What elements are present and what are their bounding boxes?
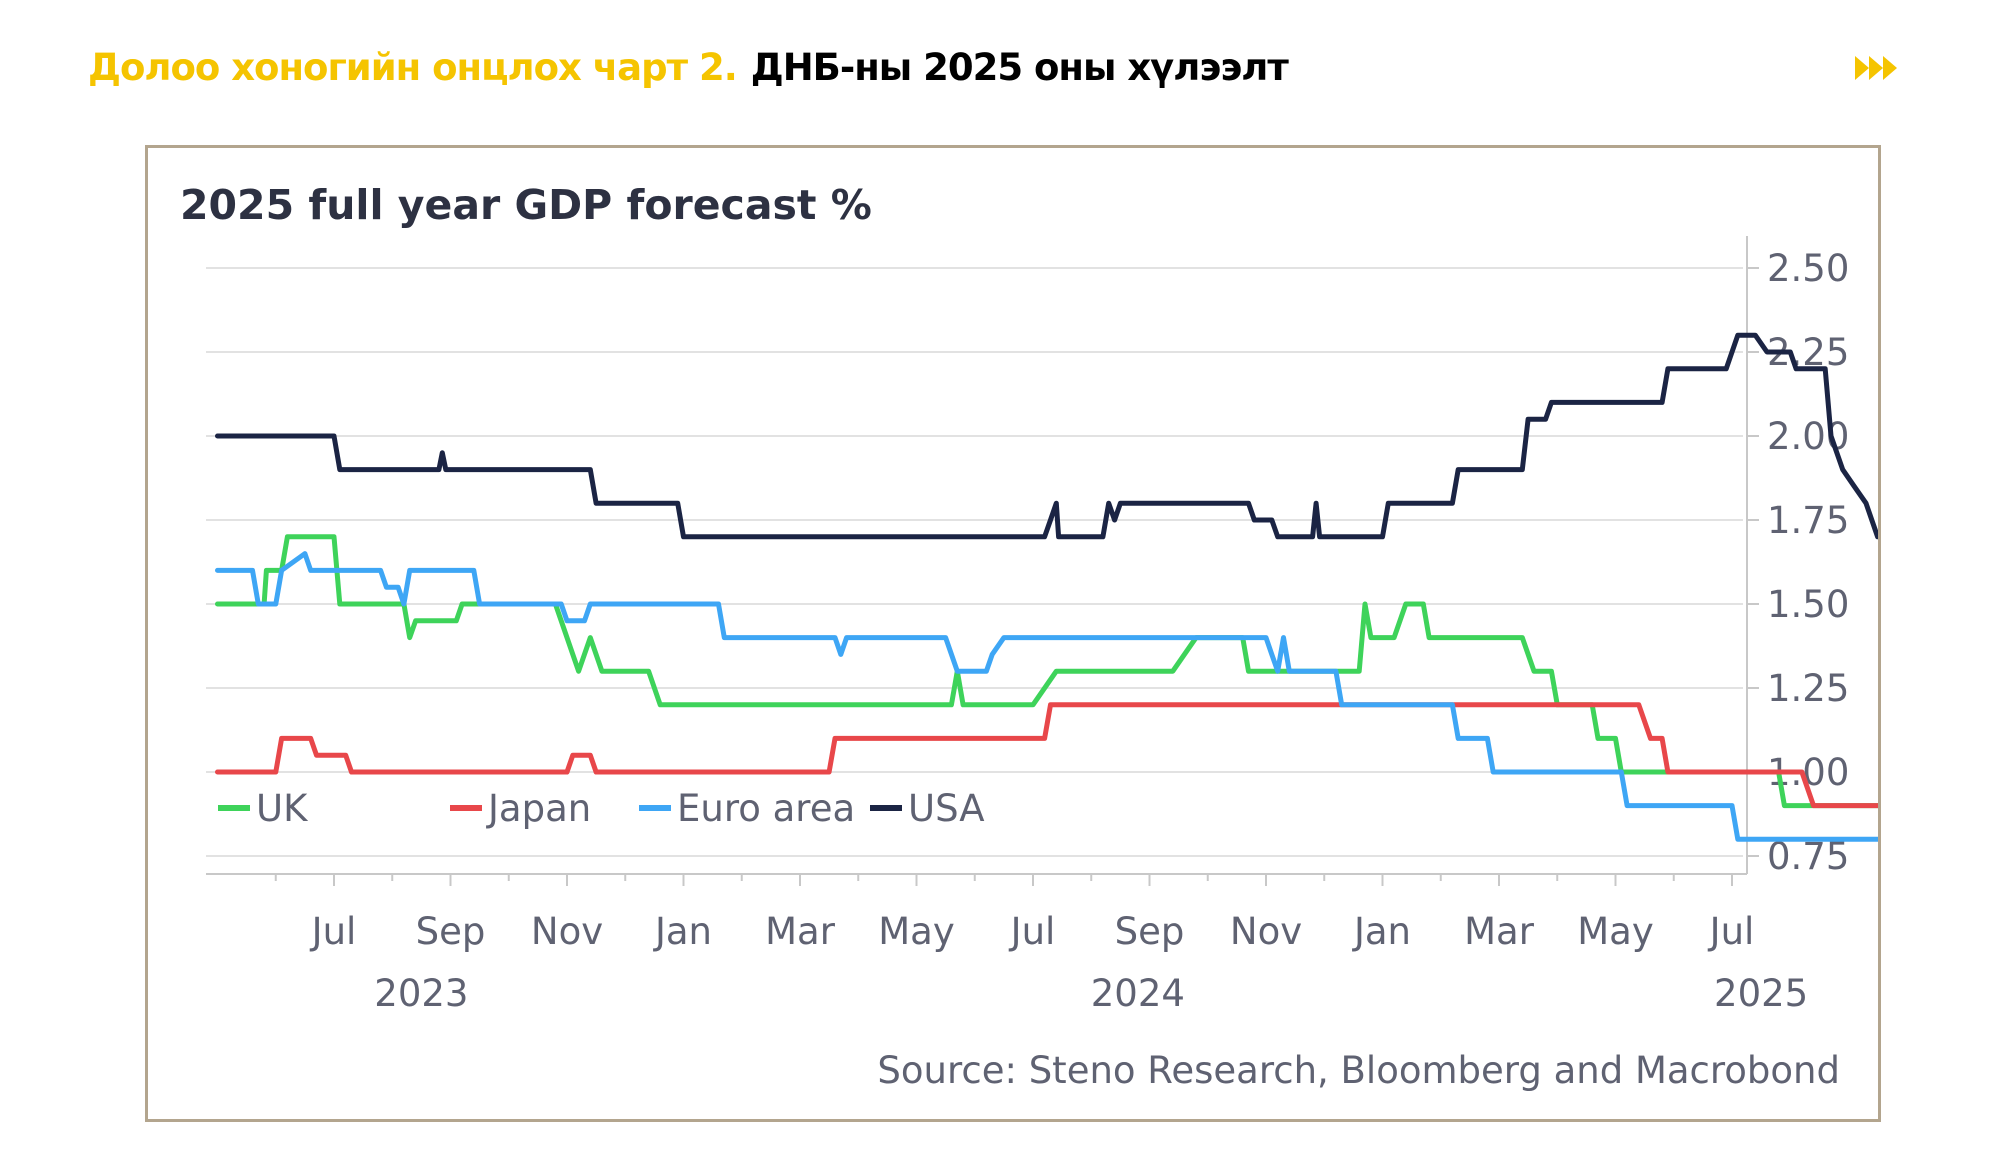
x-tick-label: Jul [1009, 910, 1056, 953]
x-tick-label: May [1577, 910, 1654, 953]
x-tick-label: Sep [416, 910, 486, 953]
x-year-label: 2024 [1091, 972, 1185, 1015]
chart-panel: 2025 full year GDP forecast % 2.50 2.25 2.0… [145, 145, 1881, 1122]
series-line-uk [215, 534, 1878, 809]
source-note: Source: Steno Research, Bloomberg and Ma… [877, 1049, 1840, 1092]
x-tick-label: Sep [1115, 910, 1185, 953]
chart-title: 2025 full year GDP forecast % [180, 181, 872, 229]
x-tick-label: Jan [653, 910, 712, 953]
legend-label: Euro area [677, 787, 855, 830]
header-title: Долоо хоногийн онцлох чарт 2. ДНБ-ны 2025… [88, 46, 1289, 89]
legend-label: USA [908, 787, 985, 830]
y-tick-label: 0.75 [1767, 835, 1849, 878]
header-accent-label: Долоо хоногийн онцлох чарт 2. [88, 46, 738, 89]
series-line-euro-area [215, 551, 1878, 842]
x-year-label: 2025 [1714, 972, 1808, 1015]
x-tick-label: Jan [1352, 910, 1411, 953]
header-main-title: ДНБ-ны 2025 оны хүлээлт [750, 46, 1289, 89]
fast-forward-icon[interactable] [1855, 52, 1903, 84]
x-tick-label: May [878, 910, 955, 953]
x-tick-label: Nov [1230, 910, 1302, 953]
series-line-japan [215, 702, 1878, 809]
y-tick-label: 1.25 [1767, 667, 1849, 710]
y-tick-label: 1.75 [1767, 499, 1849, 542]
y-tick-label: 1.50 [1767, 583, 1849, 626]
x-tick-label: Mar [765, 910, 836, 953]
x-tick-label: Jul [1708, 910, 1755, 953]
legend-label: Japan [486, 787, 591, 830]
legend-label: UK [256, 787, 309, 830]
x-year-label: 2023 [374, 972, 468, 1015]
x-tick-label: Jul [310, 910, 357, 953]
gdp-forecast-chart: 2025 full year GDP forecast %2.502.252.0… [180, 181, 1878, 1092]
x-tick-label: Mar [1464, 910, 1535, 953]
y-tick-label: 2.50 [1767, 247, 1849, 290]
x-tick-label: Nov [531, 910, 603, 953]
series-line-usa [215, 332, 1878, 540]
